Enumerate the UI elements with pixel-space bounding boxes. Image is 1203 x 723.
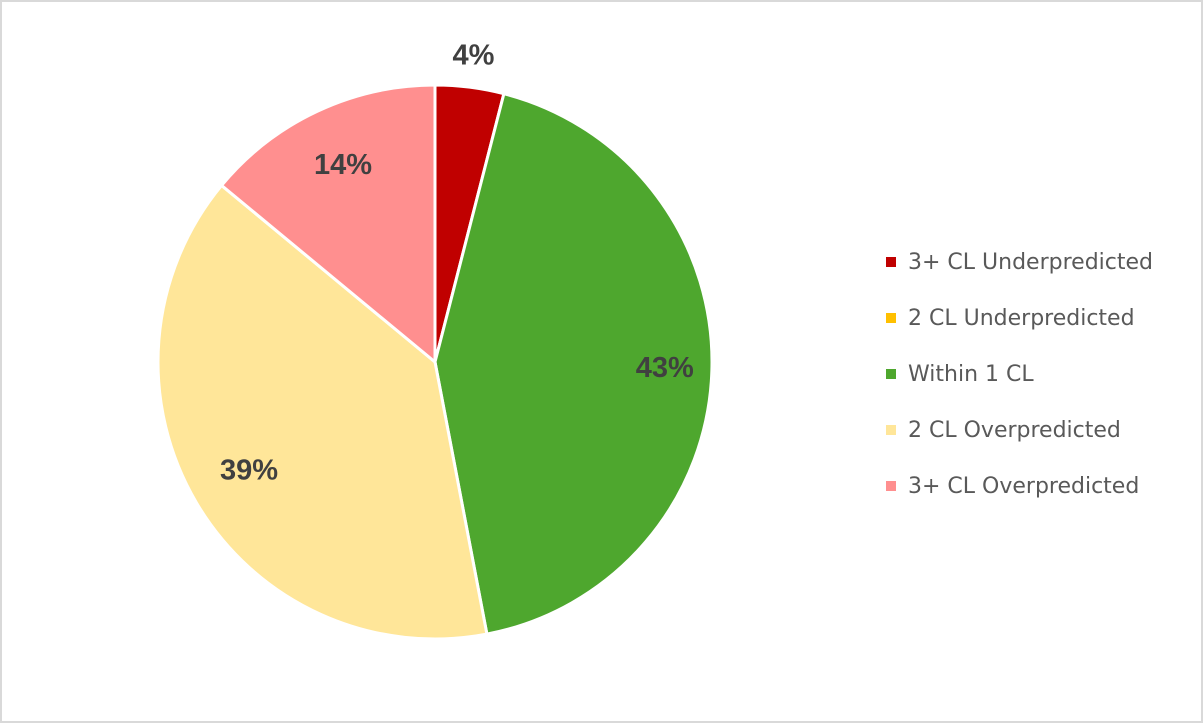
legend-label: 3+ CL Overpredicted: [908, 473, 1140, 499]
legend-swatch: [886, 369, 896, 379]
legend-swatch: [886, 425, 896, 435]
legend-item: 2 CL Overpredicted: [886, 402, 1153, 458]
pie-data-label: 14%: [314, 149, 372, 181]
pie-data-labels: 4% 43% 39% 14%: [220, 40, 694, 487]
pie-slices: [156, 83, 714, 641]
legend-label: 3+ CL Underpredicted: [908, 249, 1153, 275]
legend-item: 3+ CL Overpredicted: [886, 458, 1153, 514]
legend-label: 2 CL Underpredicted: [908, 305, 1135, 331]
legend-swatch: [886, 257, 896, 267]
pie-data-label: 4%: [453, 40, 495, 72]
pie-slice: [156, 183, 489, 641]
legend-swatch: [886, 313, 896, 323]
legend-item: Within 1 CL: [886, 346, 1153, 402]
pie-slice: [219, 83, 437, 366]
legend: 3+ CL Underpredicted 2 CL Underpredicted…: [886, 234, 1153, 514]
pie-slice: [433, 91, 714, 636]
legend-label: Within 1 CL: [908, 361, 1034, 387]
pie-data-label: 43%: [636, 352, 694, 384]
legend-swatch: [886, 481, 896, 491]
pie-data-label: 39%: [220, 455, 278, 487]
legend-item: 2 CL Underpredicted: [886, 290, 1153, 346]
legend-label: 2 CL Overpredicted: [908, 417, 1121, 443]
legend-item: 3+ CL Underpredicted: [886, 234, 1153, 290]
